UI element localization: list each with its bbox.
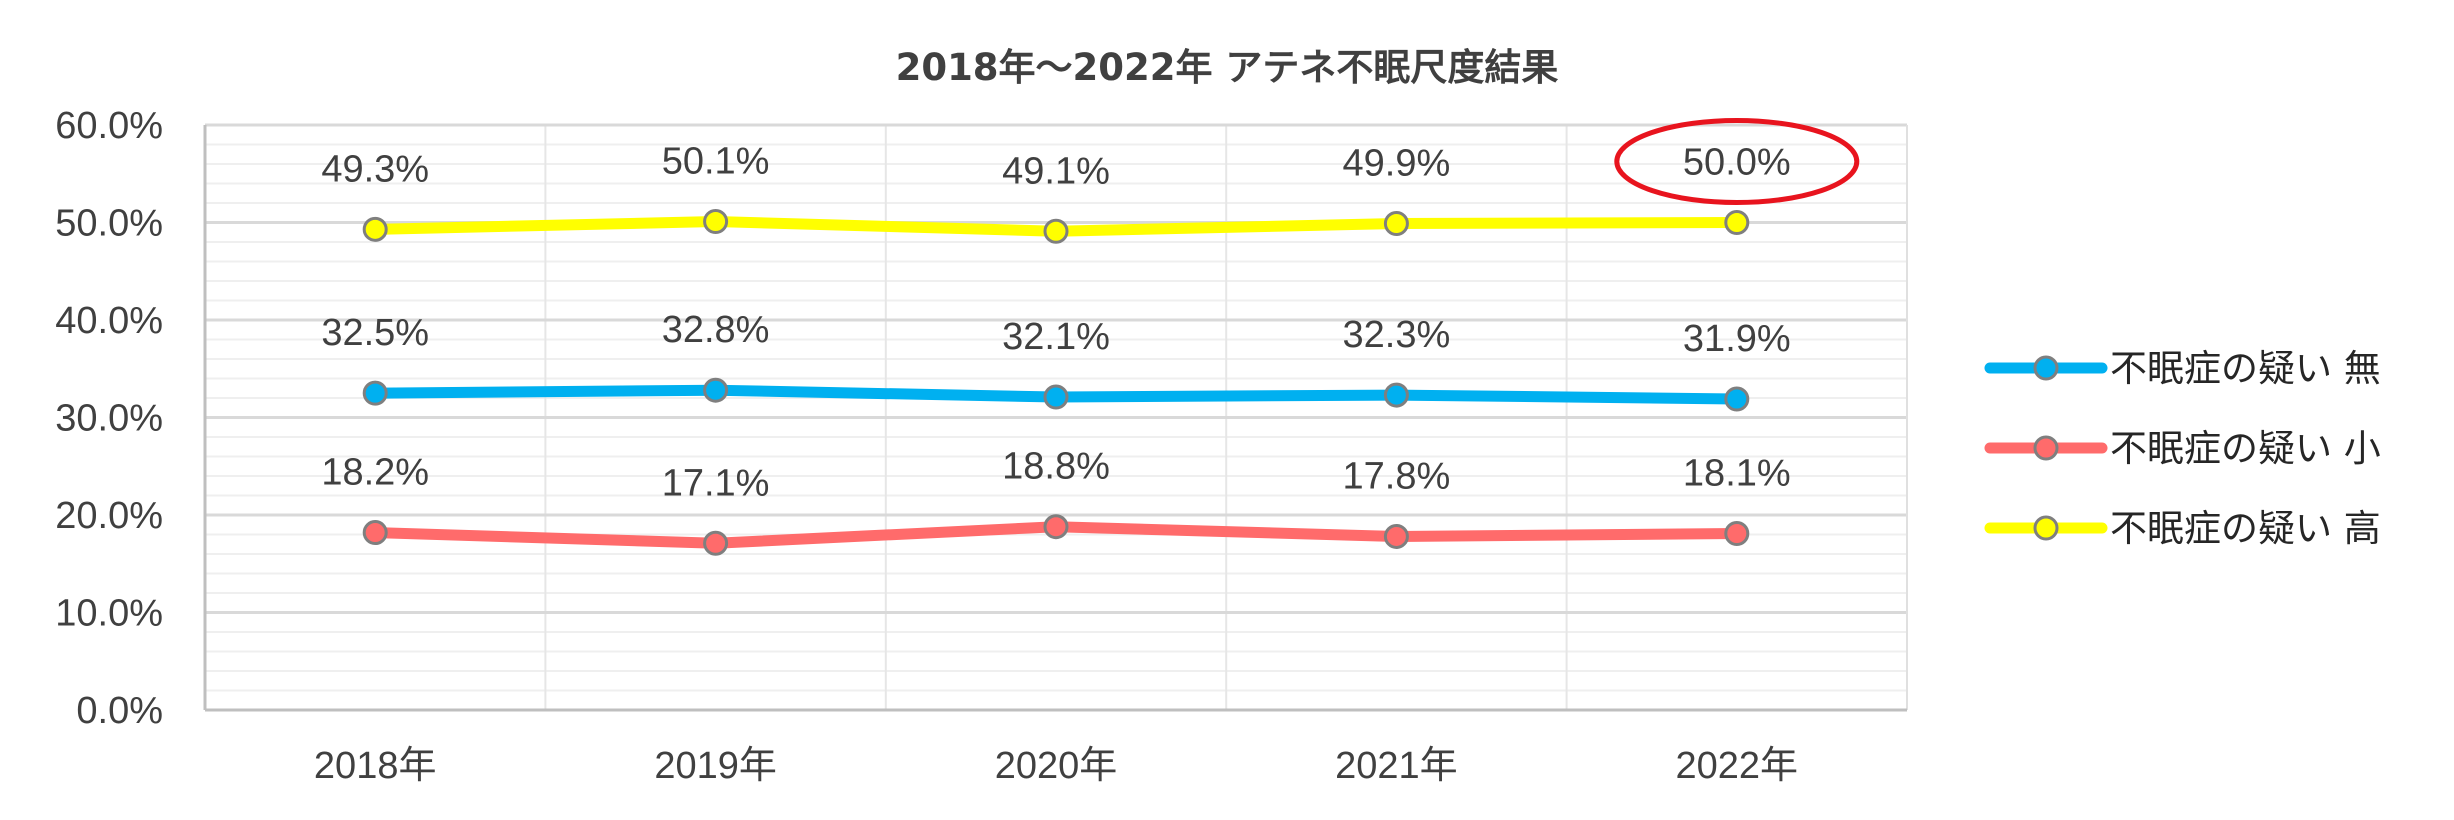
data-label: 32.1% <box>1002 316 1110 358</box>
data-point <box>1724 210 1750 235</box>
data-point <box>1724 521 1750 547</box>
data-point <box>1383 382 1409 408</box>
data-point <box>703 530 729 556</box>
data-point <box>1383 523 1409 549</box>
data-point <box>362 380 388 406</box>
data-point <box>1724 386 1750 412</box>
data-label: 18.2% <box>321 452 429 494</box>
data-label: 49.3% <box>321 148 429 190</box>
legend-swatch-marker <box>2033 435 2059 461</box>
data-label: 32.5% <box>321 312 429 354</box>
data-label: 50.1% <box>662 141 770 183</box>
data-label: 49.9% <box>1343 142 1451 184</box>
chart-title: 2018年～2022年 アテネ不眠尺度結果 <box>896 46 1559 89</box>
data-point <box>1383 210 1409 236</box>
data-label: 49.1% <box>1002 150 1110 192</box>
data-label: 32.3% <box>1343 314 1451 356</box>
series <box>362 209 1750 556</box>
data-point <box>703 209 729 235</box>
legend-label: 不眠症の疑い 小 <box>2110 427 2381 470</box>
data-point <box>362 520 388 546</box>
legend-swatch-marker <box>2033 355 2059 381</box>
x-tick-label: 2021年 <box>1335 745 1458 787</box>
grid <box>205 123 1908 712</box>
data-point <box>362 216 388 242</box>
x-tick-label: 2019年 <box>654 745 777 787</box>
legend-label: 不眠症の疑い 高 <box>2110 507 2381 550</box>
legend-swatch-marker <box>2033 515 2059 541</box>
y-tick-label: 40.0% <box>55 300 163 342</box>
legend-label: 不眠症の疑い 無 <box>2110 347 2381 390</box>
data-point <box>703 377 729 403</box>
data-point <box>1043 218 1069 244</box>
x-tick-label: 2020年 <box>995 745 1118 787</box>
y-tick-label: 50.0% <box>55 203 163 245</box>
data-label: 18.8% <box>1002 446 1110 488</box>
highlight-ellipse <box>1614 118 1860 205</box>
x-tick-label: 2018年 <box>314 745 437 787</box>
y-tick-label: 60.0% <box>55 105 163 147</box>
y-tick-label: 30.0% <box>55 398 163 440</box>
data-label: 50.0% <box>1683 142 1791 184</box>
data-labels: 32.5% 32.8% 32.1% 32.3% 31.9% 18.2% 17.1% 18.8%… <box>321 118 1860 504</box>
data-label: 17.8% <box>1343 455 1451 497</box>
y-tick-label: 10.0% <box>55 593 163 635</box>
data-label: 31.9% <box>1683 318 1791 360</box>
x-tick-label: 2022年 <box>1676 745 1799 787</box>
axes: 0.0% 10.0% 20.0% 30.0% 40.0% 50.0% 60.0% 2018年 2… <box>55 105 1907 787</box>
data-label: 17.1% <box>662 462 770 504</box>
data-point <box>1043 514 1069 540</box>
data-label: 32.8% <box>662 309 770 351</box>
y-tick-label: 20.0% <box>55 495 163 537</box>
y-tick-label: 0.0% <box>76 690 163 732</box>
data-point <box>1043 384 1069 410</box>
data-label: 18.1% <box>1683 453 1791 495</box>
